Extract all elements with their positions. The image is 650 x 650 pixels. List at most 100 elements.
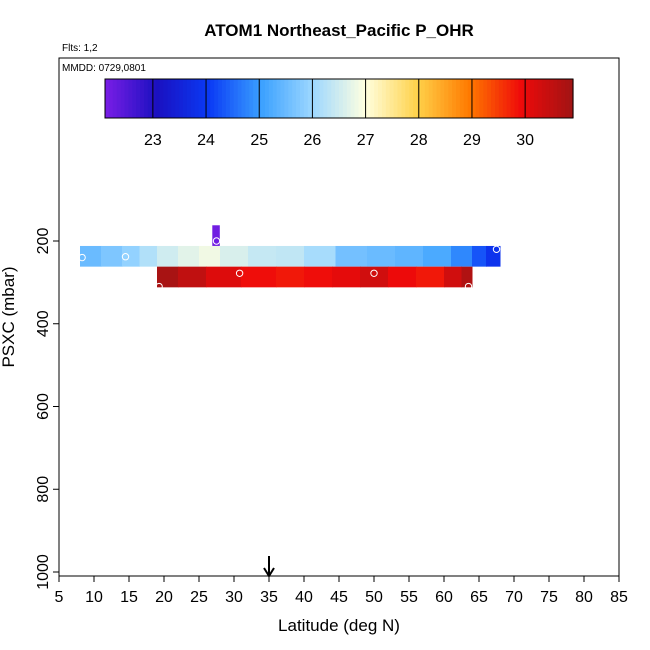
x-tick-label: 65 [470,589,488,606]
x-axis-label: Latitude (deg N) [278,616,400,635]
data-cell [360,266,389,288]
data-point [370,269,378,277]
colorbar-segment [565,79,570,118]
data-cell [122,245,140,267]
x-tick-label: 20 [155,589,173,606]
colorbar-segment [296,79,301,118]
colorbar-segment [214,79,219,118]
colorbar-segment [397,79,402,118]
y-tick-label: 200 [35,228,52,255]
chart-title: ATOM1 Northeast_Pacific P_OHR [204,21,474,40]
colorbar-segment [140,79,145,118]
colorbar-segment [541,79,547,118]
colorbar-segment [350,79,356,118]
colorbar-segment [440,79,445,118]
colorbar-segment [495,79,500,118]
colorbar-segment [358,79,363,118]
colorbar-segment [518,79,523,118]
data-cell [486,245,501,267]
colorbar-segment [346,79,352,118]
colorbar-tick-label: 30 [516,132,534,149]
colorbar-segment [128,79,133,118]
colorbar-segment [502,79,508,118]
data-point [212,237,221,245]
y-axis: 200 400 600 800 1000 [35,228,59,590]
data-cell [276,266,305,288]
colorbar-segment [323,79,328,118]
colorbar-segment [514,79,519,118]
data-cell [304,266,333,288]
colorbar-segment [393,79,399,118]
data-cell [101,245,123,267]
x-tick-label: 35 [260,589,278,606]
x-tick-label: 25 [190,589,208,606]
colorbar-segment [253,79,258,118]
colorbar-segment [284,79,289,118]
colorbar-segment [303,79,309,118]
colorbar-tick-label: 26 [304,132,322,149]
colorbar-segment [288,79,293,118]
colorbar-segment [491,79,496,118]
data-cell [461,266,473,288]
colorbar-segment [526,79,531,118]
colorbar-segment [557,79,562,118]
y-tick-label: 600 [35,393,52,420]
y-axis-label: PSXC (mbar) [0,266,18,367]
colorbar-segment [292,79,297,118]
colorbar-segment [487,79,492,118]
colorbar-segment [222,79,227,118]
colorbar-segment [136,79,141,118]
colorbar-segment [175,79,180,118]
data-cell [80,245,102,267]
colorbar-segment [237,79,243,118]
colorbar-segment [401,79,406,118]
data-cell [335,245,368,267]
colorbar-tick-label: 29 [463,132,481,149]
data-point [492,245,501,253]
colorbar-segment [459,79,465,118]
x-tick-label: 50 [365,589,383,606]
colorbar-segment [405,79,410,118]
x-tick-label: 80 [575,589,593,606]
data-cell [451,245,473,267]
colorbar-segment [385,79,391,118]
colorbar-segment [475,79,480,118]
colorbar-segment [144,79,149,118]
colorbar-segment [432,79,438,118]
colorbar-segment [159,79,165,118]
colorbar-segment [151,79,157,118]
colorbar-segment [264,79,270,118]
data-cell [157,266,179,288]
colorbar-segment [510,79,516,118]
data-cells [80,225,501,288]
colorbar-segment [261,79,266,118]
y-tick-label: 1000 [35,554,52,590]
colorbar-segment [370,79,375,118]
data-cell [178,245,200,267]
data-points [78,237,501,291]
colorbar-segment [202,79,207,118]
data-cell [388,266,417,288]
data-point [155,282,163,291]
colorbar-segment [335,79,340,118]
colorbar-segment [280,79,285,118]
colorbar-segment [479,79,484,118]
colorbar-segment [163,79,168,118]
colorbar-segment [444,79,449,118]
x-tick-label: 10 [85,589,103,606]
colorbar-segment [342,79,348,118]
data-cell [444,266,462,288]
colorbar-tick-label: 24 [197,132,215,149]
colorbar-segment [327,79,332,118]
colorbar-segment [147,79,153,118]
x-tick-label: 40 [295,589,313,606]
colorbar-segment [210,79,215,118]
colorbar-segment [155,79,161,118]
colorbar-segment [206,79,211,118]
colorbar-segment [233,79,239,118]
colorbar-segment [315,79,321,118]
colorbar-segment [124,79,129,118]
colorbar-segment [522,79,527,118]
data-cell [276,245,305,267]
